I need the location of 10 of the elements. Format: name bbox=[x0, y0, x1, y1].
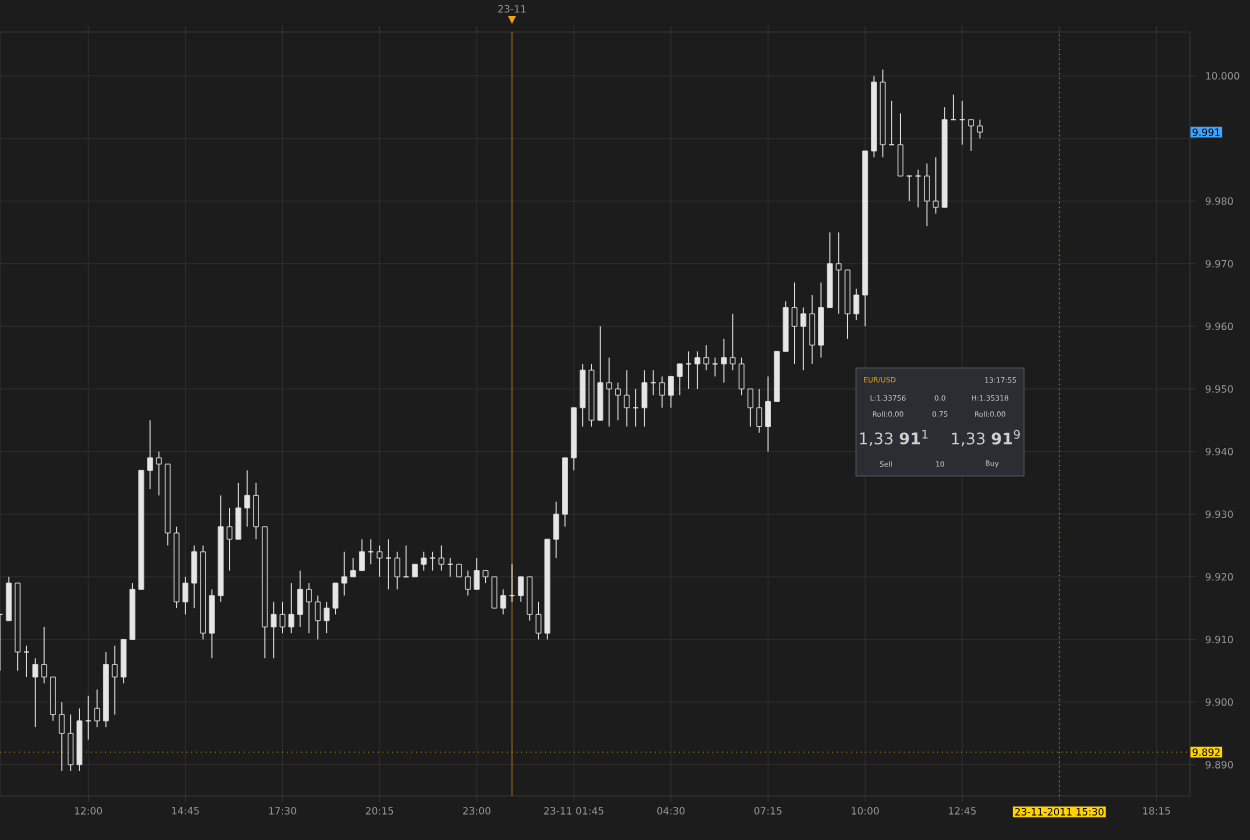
candlestick bbox=[279, 601, 286, 634]
candlestick bbox=[791, 281, 798, 365]
candlestick bbox=[32, 657, 39, 728]
candlestick bbox=[332, 582, 339, 615]
candlestick bbox=[694, 350, 701, 390]
candlestick bbox=[844, 269, 851, 340]
candlestick bbox=[438, 545, 445, 572]
candlestick bbox=[376, 545, 383, 578]
candlestick bbox=[897, 112, 904, 177]
candlestick bbox=[641, 369, 648, 428]
